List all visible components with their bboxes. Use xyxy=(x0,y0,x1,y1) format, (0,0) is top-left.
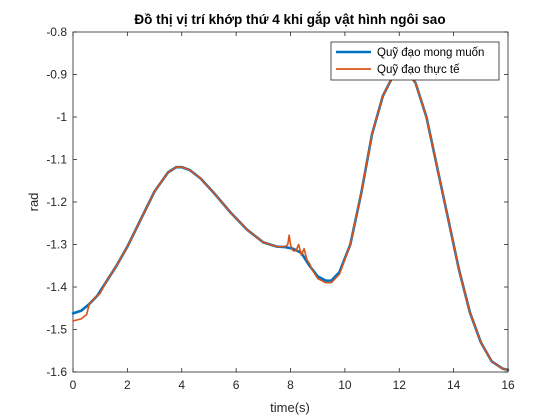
axes-box xyxy=(72,31,509,373)
tick-layer: 0 2 4 6 8 10 12 14 16 -1.6 -1.5 -1.4 -1.3 -1.2 -1.1 -1 -… xyxy=(46,25,515,392)
x-tick-label: 16 xyxy=(501,378,515,392)
x-tick-label: 10 xyxy=(338,378,352,392)
y-tick-label: -1 xyxy=(56,110,67,124)
series-line-actual xyxy=(72,69,509,371)
y-tick-label: -1.4 xyxy=(46,280,67,294)
x-tick-label: 4 xyxy=(178,378,185,392)
y-tick-label: -1.5 xyxy=(46,323,67,337)
y-tick-label: -0.9 xyxy=(46,68,67,82)
legend-box xyxy=(330,41,500,81)
legend-label-desired: Quỹ đạo mong muốn xyxy=(377,47,484,59)
y-tick-label: -0.8 xyxy=(46,25,67,39)
legend-label-actual: Quỹ đạo thực tế xyxy=(377,64,460,76)
x-tick-label: 6 xyxy=(233,378,240,392)
legend: Quỹ đạo mong muốn Quỹ đạo thực tế xyxy=(330,41,500,81)
x-tick-label: 0 xyxy=(70,378,77,392)
x-tick-label: 12 xyxy=(393,378,407,392)
y-axis-label: rad xyxy=(26,193,41,212)
chart-title: Đồ thị vị trí khớp thứ 4 khi gắp vật hìn… xyxy=(134,12,445,27)
y-tick-label: -1.1 xyxy=(46,153,67,167)
y-tick-label: -1.2 xyxy=(46,195,67,209)
x-axis-label: time(s) xyxy=(270,400,310,415)
y-tick-label: -1.6 xyxy=(46,365,67,379)
series-layer xyxy=(71,68,510,372)
x-tick-label: 14 xyxy=(447,378,461,392)
y-tick-label: -1.3 xyxy=(46,238,67,252)
x-tick-label: 2 xyxy=(124,378,131,392)
x-tick-label: 8 xyxy=(287,378,294,392)
plot-area: 0 2 4 6 8 10 12 14 16 -1.6 -1.5 -1.4 -1.3 -1.2 -1.1 -1 -… xyxy=(46,25,515,392)
